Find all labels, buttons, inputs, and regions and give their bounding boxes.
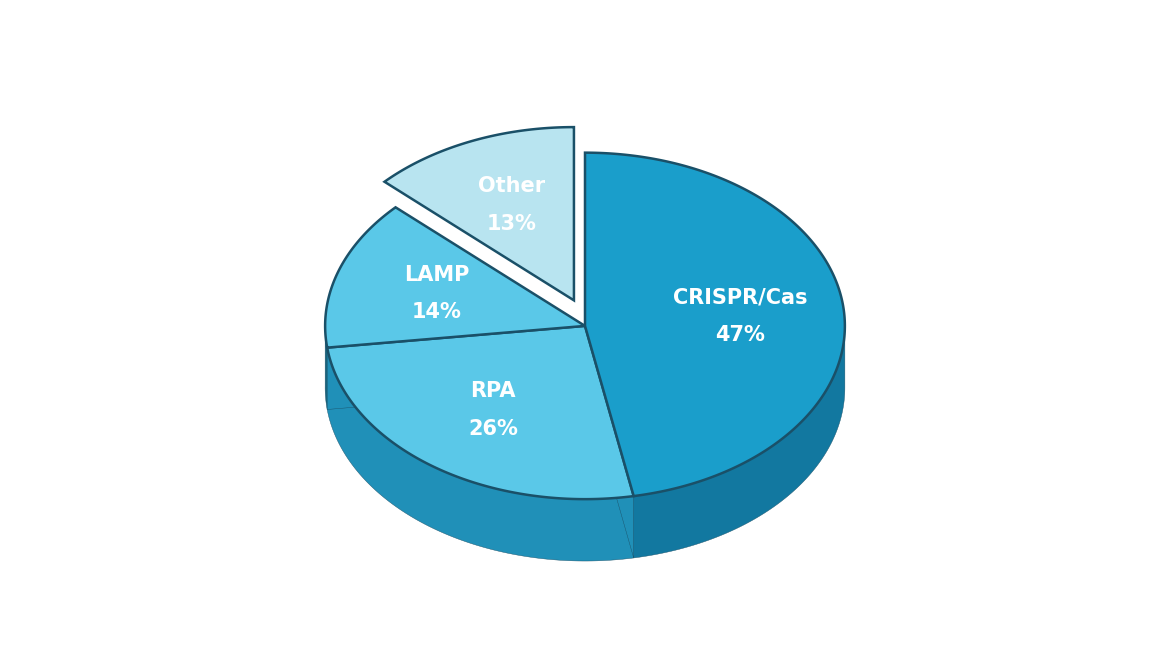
Polygon shape bbox=[325, 207, 585, 347]
Polygon shape bbox=[385, 127, 574, 300]
Polygon shape bbox=[585, 326, 634, 558]
Text: 26%: 26% bbox=[468, 418, 518, 439]
Polygon shape bbox=[328, 326, 585, 409]
Text: RPA: RPA bbox=[470, 382, 516, 401]
Polygon shape bbox=[325, 324, 328, 409]
Text: LAMP: LAMP bbox=[404, 265, 469, 285]
Polygon shape bbox=[328, 326, 634, 499]
Text: 14%: 14% bbox=[412, 302, 462, 322]
Text: 47%: 47% bbox=[715, 324, 765, 345]
Text: Other: Other bbox=[479, 176, 545, 196]
Polygon shape bbox=[585, 326, 634, 558]
Text: CRISPR/Cas: CRISPR/Cas bbox=[673, 288, 807, 307]
Text: 13%: 13% bbox=[487, 213, 537, 234]
Polygon shape bbox=[634, 326, 845, 558]
Polygon shape bbox=[328, 347, 634, 561]
Polygon shape bbox=[585, 153, 845, 496]
Polygon shape bbox=[328, 326, 585, 409]
